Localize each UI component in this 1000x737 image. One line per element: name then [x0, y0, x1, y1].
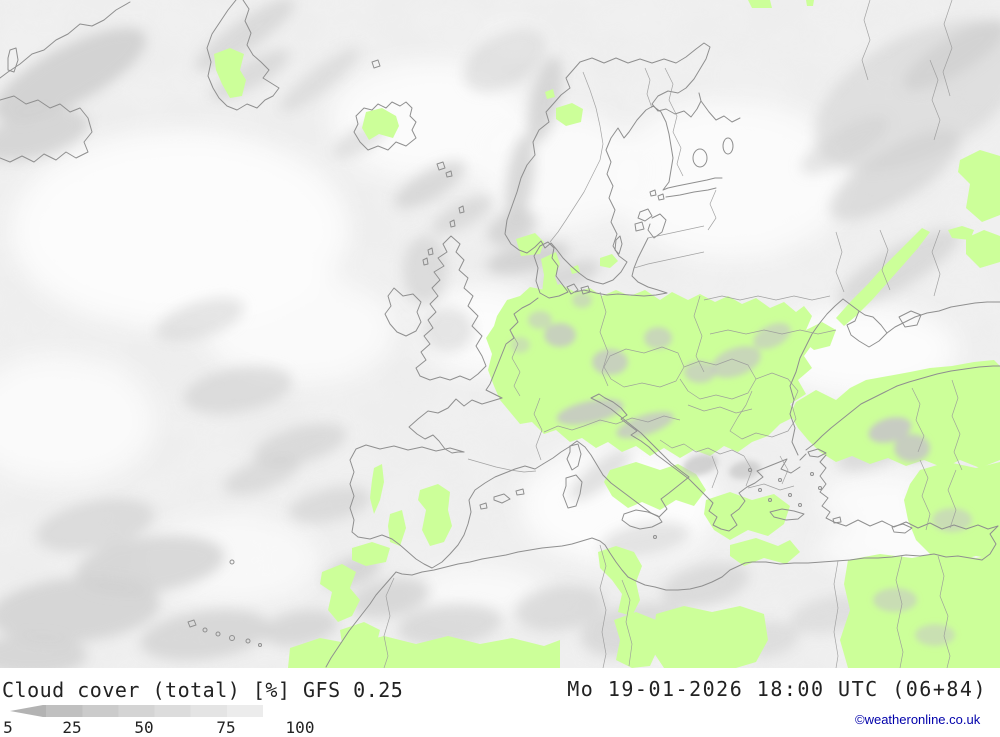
cloud-cover-legend-bar	[10, 705, 263, 717]
country-borders-layer	[383, 0, 963, 668]
legend-tick-5: 5	[3, 718, 13, 737]
legend-tick-50: 50	[134, 718, 154, 737]
legend-tick-25: 25	[62, 718, 82, 737]
copyright-link[interactable]: ©weatheronline.co.uk	[855, 712, 981, 727]
cloud-cover-legend: 5 25 50 75 100	[0, 668, 340, 737]
legend-tick-75: 75	[216, 718, 236, 737]
coastlines-layer	[0, 0, 1000, 668]
map-title: Cloud cover (total) [%] GFS 0.25	[2, 678, 404, 702]
legend-tick-100: 100	[285, 718, 315, 737]
cloud-dark-layer	[510, 292, 972, 646]
map-datetime: Mo 19-01-2026 18:00 UTC (06+84)	[567, 677, 987, 701]
weather-map	[0, 0, 1000, 668]
map-footer: Cloud cover (total) [%] GFS 0.25 Mo 19-0…	[0, 668, 1000, 737]
